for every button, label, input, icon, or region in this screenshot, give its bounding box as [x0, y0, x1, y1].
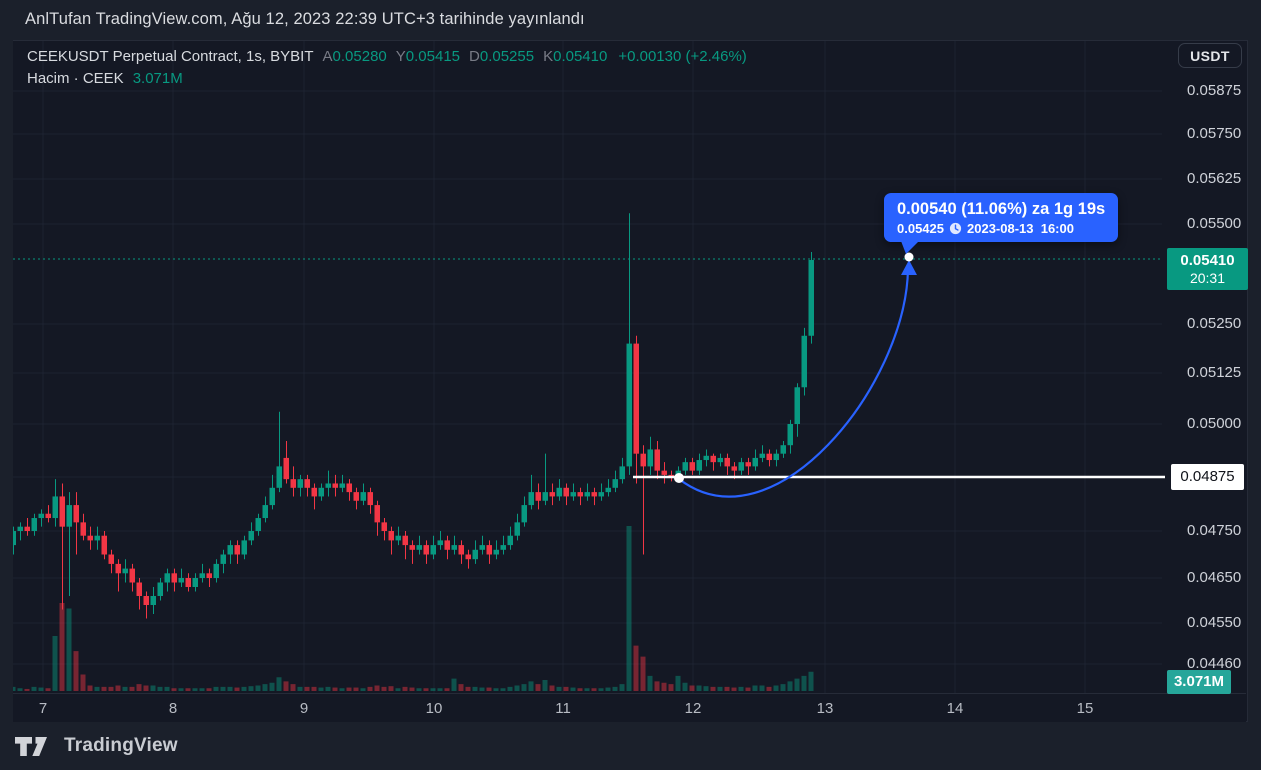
measure-arrow-curve: [678, 268, 910, 498]
symbol-title: CEEKUSDT Perpetual Contract, 1s, BYBIT: [27, 48, 314, 65]
time-tick-label: 13: [816, 700, 834, 717]
time-tick-label: 11: [555, 700, 571, 717]
measure-arrow-head: [901, 260, 917, 275]
chart-card: CEEKUSDT Perpetual Contract, 1s, BYBIT A…: [13, 40, 1248, 722]
legend-symbol-row: CEEKUSDT Perpetual Contract, 1s, BYBIT A…: [27, 47, 747, 66]
price-tick-label: 0.05125: [1187, 364, 1242, 381]
price-tick-label: 0.05250: [1187, 315, 1242, 332]
publish-info-text: AnlTufan TradingView.com, Ağu 12, 2023 2…: [25, 10, 585, 28]
price-tick-label: 0.05000: [1187, 415, 1242, 432]
last-price-value: 0.05410: [1180, 252, 1235, 269]
price-axis[interactable]: 0.05875 0.05750 0.05625 0.05500 0.05250 0.051…: [1160, 41, 1248, 693]
candles: [13, 213, 814, 619]
price-tick-label: 0.05625: [1187, 170, 1242, 187]
currency-toggle-button[interactable]: USDT: [1178, 43, 1242, 68]
measure-end-dot: [904, 252, 914, 262]
price-tick-label: 0.05500: [1187, 215, 1242, 232]
ohlc-values: A0.05280 Y0.05415 D0.05255 K0.05410: [323, 48, 608, 66]
price-tick-label: 0.04460: [1187, 655, 1242, 672]
time-tick-label: 15: [1076, 700, 1094, 717]
volume-bars: [13, 526, 814, 691]
measure-datetime: 2023-08-13 16:00: [967, 221, 1074, 236]
measure-change-text: 0.00540 (11.06%) za 1g 19s: [897, 200, 1106, 218]
legend-volume-row: Hacim · CEEK 3.071M: [27, 69, 747, 88]
measure-price: 0.05425: [897, 221, 944, 236]
change-value: +0.00130 (+2.46%): [618, 48, 747, 65]
drawings-overlay: [13, 252, 1165, 498]
ohlc-item: Y0.05415: [395, 47, 461, 65]
measure-start-dot: [674, 473, 684, 483]
volume-badge: 3.071M: [1167, 670, 1231, 694]
time-axis[interactable]: 7 8 9 10 11 12 13 14 15: [13, 693, 1246, 722]
volume-value: 3.071M: [132, 70, 183, 87]
tooltip-pointer: [901, 241, 919, 254]
tradingview-logo-icon: [15, 736, 47, 756]
ohlc-item: A0.05280: [322, 47, 387, 65]
price-tick-label: 0.05750: [1187, 125, 1242, 142]
brand-name: TradingView: [64, 735, 178, 756]
chart-legend: CEEKUSDT Perpetual Contract, 1s, BYBIT A…: [27, 47, 747, 88]
level-price-badge: 0.04875: [1171, 464, 1244, 490]
publish-info-bar: AnlTufan TradingView.com, Ağu 12, 2023 2…: [0, 0, 1261, 40]
time-tick-label: 10: [425, 700, 443, 717]
footer-bar: TradingView: [0, 722, 1261, 770]
ohlc-item: D0.05255: [469, 47, 535, 65]
ohlc-item: K0.05410: [543, 47, 608, 65]
measure-tooltip: 0.00540 (11.06%) za 1g 19s 0.05425 2023-…: [884, 193, 1119, 254]
time-tick-label: 7: [38, 700, 48, 717]
bar-countdown: 20:31: [1189, 270, 1226, 286]
time-tick-label: 12: [684, 700, 702, 717]
gridlines: [13, 41, 1162, 693]
clock-icon: [949, 222, 962, 235]
price-tick-label: 0.04650: [1187, 569, 1242, 586]
brand-link[interactable]: TradingView: [14, 735, 178, 757]
price-tick-label: 0.04550: [1187, 614, 1242, 631]
time-tick-label: 14: [946, 700, 964, 717]
measure-detail-row: 0.05425 2023-08-13 16:00: [897, 221, 1105, 236]
volume-label: Hacim · CEEK: [27, 70, 124, 87]
time-tick-label: 8: [168, 700, 178, 717]
time-tick-label: 9: [299, 700, 309, 717]
chart-plot-area[interactable]: [13, 41, 1248, 693]
last-price-badge: 0.05410 20:31: [1167, 248, 1248, 290]
price-tick-label: 0.04750: [1187, 522, 1242, 539]
price-tick-label: 0.05875: [1187, 82, 1242, 99]
